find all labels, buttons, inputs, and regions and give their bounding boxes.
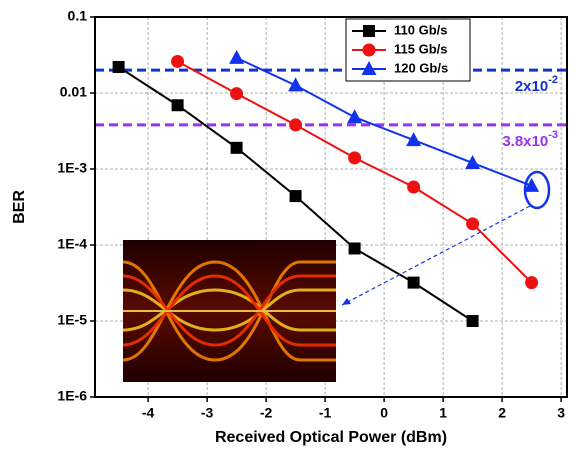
data-point [289,118,302,131]
legend-label: 110 Gb/s [394,22,447,37]
threshold-label: 3.8x10-3 [502,129,558,150]
threshold-text: 3.8x10 [502,133,548,150]
y-tick-label: 1E-5 [57,312,87,328]
data-point [172,99,184,111]
x-tick-label: -4 [142,405,155,421]
legend: 110 Gb/s 115 Gb/s 120 Gb/s [346,19,470,81]
data-point [348,151,361,164]
data-point [113,61,125,73]
data-point [407,180,420,193]
legend-label: 120 Gb/s [394,60,448,75]
x-axis-title: Received Optical Power (dBm) [215,429,447,446]
legend-label: 115 Gb/s [394,41,447,56]
x-tick-label: 1 [439,405,447,421]
legend-marker [363,25,375,37]
data-point [349,242,361,254]
x-tick-label: -1 [319,405,332,421]
threshold-exponent: -2 [548,74,558,86]
data-point [288,77,303,91]
data-point [229,50,244,64]
data-point [347,109,362,123]
data-point [231,142,243,154]
legend-marker [363,44,376,57]
eye-diagram-inset [123,240,336,382]
data-point [525,276,538,289]
pointer-arrow [342,206,530,305]
data-point [230,87,243,100]
data-point [171,55,184,68]
data-point [466,217,479,230]
threshold-label: 2x10-2 [515,74,558,95]
y-axis-title: BER [11,190,28,224]
data-point [408,277,420,289]
y-tick-label: 0.01 [60,84,87,100]
y-tick-label: 0.1 [68,8,88,24]
x-tick-label: 0 [380,405,388,421]
x-tick-label: 2 [498,405,506,421]
y-tick-label: 1E-4 [57,236,87,252]
data-point [290,190,302,202]
x-tick-label: -2 [260,405,273,421]
chart: 2x10-23.8x10-3 Received Optical Power (d… [0,0,576,456]
threshold-exponent: -3 [548,129,558,141]
y-tick-label: 1E-3 [57,160,87,176]
threshold-text: 2x10 [515,78,548,95]
y-tick-label: 1E-6 [57,388,87,404]
data-point [467,315,479,327]
x-tick-label: 3 [557,405,565,421]
x-tick-label: -3 [201,405,214,421]
